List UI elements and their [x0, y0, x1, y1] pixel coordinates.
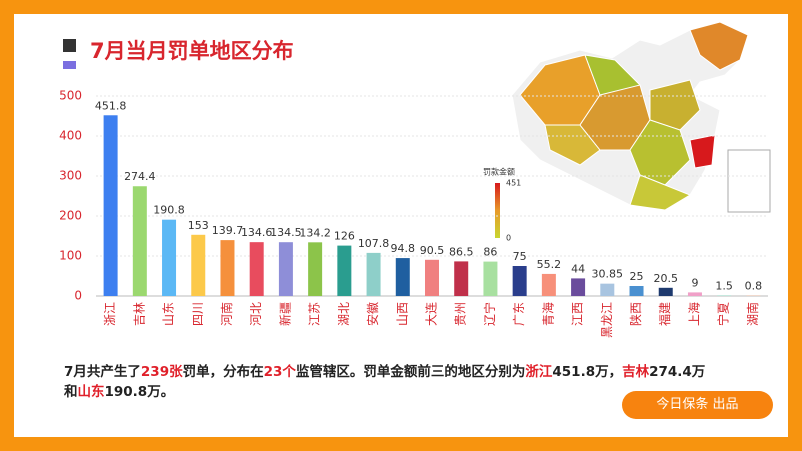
- value-label: 86: [483, 246, 497, 259]
- summary-text: 监管辖区。罚单金额前三的地区分别为: [295, 364, 526, 380]
- x-tick-label: 山西: [395, 302, 409, 326]
- bar: [512, 266, 527, 296]
- bar: [571, 278, 586, 296]
- value-label: 86.5: [449, 245, 474, 258]
- y-tick-label: 0: [74, 289, 82, 303]
- x-tick-label: 江西: [571, 302, 585, 326]
- legend-min: 0: [506, 234, 511, 243]
- value-label: 190.8: [153, 204, 185, 217]
- value-label: 134.5: [270, 226, 302, 239]
- summary-highlight: 山东: [77, 384, 105, 400]
- bar: [249, 242, 264, 296]
- bar: [308, 242, 323, 296]
- summary-text: 190.8万。: [104, 384, 175, 400]
- y-tick-label: 100: [59, 249, 82, 263]
- summary-text: 罚单，分布在: [182, 364, 264, 380]
- x-tick-label: 四川: [191, 302, 205, 326]
- x-tick-label: 福建: [657, 302, 672, 326]
- bar: [541, 273, 556, 296]
- x-tick-label: 河北: [249, 302, 263, 326]
- value-label: 20.5: [653, 272, 678, 285]
- x-tick-label: 江苏: [308, 302, 322, 326]
- value-label: 75: [513, 250, 527, 263]
- x-tick-label: 青海: [540, 302, 555, 326]
- y-tick-label: 300: [59, 169, 82, 183]
- summary-text: 和: [64, 384, 78, 400]
- bar: [483, 261, 498, 296]
- summary-text: 451.8万，: [552, 364, 623, 380]
- value-label: 25: [630, 270, 644, 283]
- bar: [600, 283, 615, 296]
- x-tick-label: 安徽: [365, 302, 380, 326]
- summary: 7月共产生了239张罚单，分布在23个监管辖区。罚单金额前三的地区分别为浙江45…: [64, 362, 784, 402]
- summary-highlight: 吉林: [622, 364, 650, 380]
- bar: [337, 245, 352, 296]
- bar: [658, 287, 673, 296]
- x-tick-label: 浙江: [103, 302, 117, 326]
- x-tick-label: 河南: [219, 302, 234, 326]
- x-tick-label: 大连: [424, 302, 439, 326]
- value-label: 134.2: [299, 226, 331, 239]
- x-tick-label: 宁夏: [716, 302, 731, 326]
- bar: [132, 186, 147, 296]
- y-tick-label: 400: [59, 129, 82, 143]
- value-label: 153: [188, 219, 209, 232]
- value-label: 139.7: [212, 224, 244, 237]
- value-label: 274.4: [124, 170, 156, 183]
- legend-gradient: [495, 183, 500, 238]
- bar: [103, 115, 118, 296]
- value-label: 126: [334, 230, 355, 243]
- summary-text: 7月共产生了: [64, 364, 141, 380]
- x-tick-label: 吉林: [132, 302, 146, 326]
- x-tick-label: 辽宁: [482, 302, 497, 326]
- value-label: 134.6: [241, 226, 273, 239]
- x-tick-label: 山东: [162, 302, 176, 326]
- x-tick-label: 湖南: [745, 302, 760, 326]
- bar: [191, 234, 206, 296]
- y-tick-label: 500: [59, 89, 82, 103]
- value-label: 0.8: [745, 280, 763, 293]
- x-tick-label: 黑龙江: [600, 302, 614, 338]
- value-label: 9: [691, 276, 698, 289]
- x-tick-label: 湖北: [336, 302, 351, 326]
- value-label: 44: [571, 262, 585, 275]
- value-label: 90.5: [420, 244, 445, 257]
- legend-title: 罚款金额: [483, 167, 515, 177]
- x-tick-label: 陕西: [628, 302, 643, 326]
- summary-highlight: 浙江: [525, 364, 553, 380]
- x-tick-label: 上海: [686, 302, 701, 326]
- bar: [629, 286, 644, 296]
- bar: [425, 259, 439, 296]
- x-tick-label: 新疆: [277, 302, 292, 326]
- credit-button[interactable]: 今日保条 出品: [622, 391, 773, 419]
- bar: [366, 252, 381, 296]
- bar: [278, 242, 293, 296]
- map: [511, 21, 771, 213]
- bar: [162, 219, 177, 296]
- bar: [454, 261, 469, 296]
- bar: [717, 295, 732, 296]
- summary-highlight: 23个: [263, 364, 296, 380]
- y-tick-label: 200: [59, 209, 82, 223]
- value-label: 30.85: [592, 268, 624, 281]
- x-tick-label: 贵州: [454, 302, 468, 326]
- x-tick-label: 广东: [512, 302, 526, 326]
- bar: [395, 258, 410, 296]
- summary-text: 274.4万: [649, 364, 706, 380]
- value-label: 94.8: [391, 242, 416, 255]
- title-square: [63, 39, 76, 52]
- value-label: 1.5: [715, 279, 733, 292]
- bar: [220, 240, 235, 296]
- summary-highlight: 239张: [140, 364, 183, 380]
- title-square: [63, 61, 76, 69]
- legend-max: 451: [506, 179, 521, 188]
- value-label: 55.2: [537, 258, 562, 271]
- value-label: 451.8: [95, 99, 127, 112]
- chart-title: 7月当月罚单地区分布: [90, 39, 294, 63]
- bar: [687, 292, 702, 296]
- value-label: 107.8: [358, 237, 390, 250]
